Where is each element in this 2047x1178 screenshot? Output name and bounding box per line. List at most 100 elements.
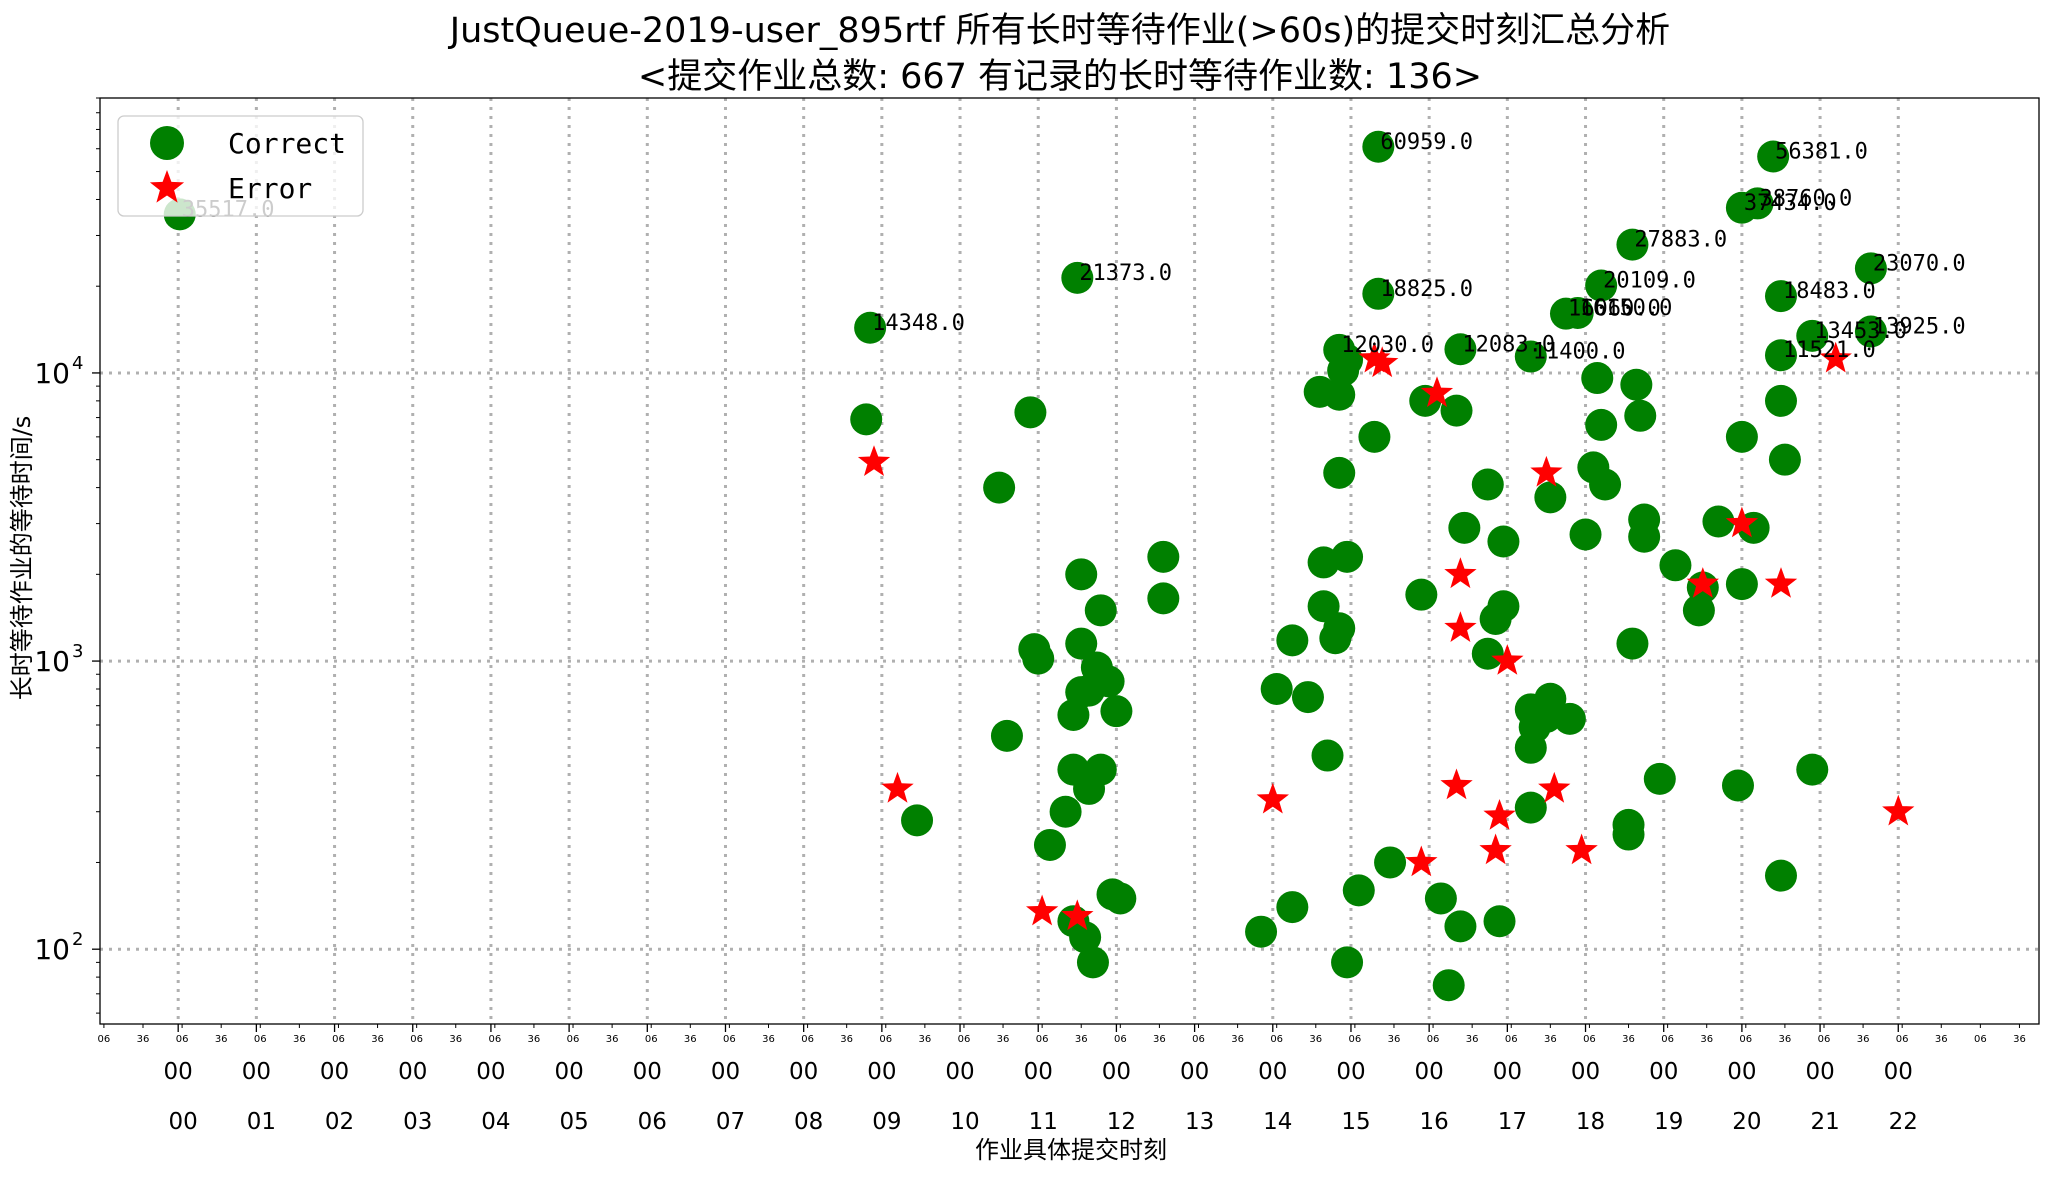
error-point xyxy=(1483,799,1516,830)
x-minor-tick-label: 36 xyxy=(606,1034,619,1045)
correct-point xyxy=(983,471,1016,504)
x-minor-tick-label: 36 xyxy=(1309,1034,1322,1045)
correct-point xyxy=(1764,859,1797,892)
error-point xyxy=(857,445,891,476)
correct-point xyxy=(1331,343,1364,376)
error-point xyxy=(1444,557,1477,589)
data-label: 16060.0 xyxy=(1568,297,1661,322)
correct-point xyxy=(1014,396,1047,429)
error-point xyxy=(1420,376,1454,407)
correct-point xyxy=(901,804,934,837)
x-tick-hour-label: 22 xyxy=(1889,1109,1918,1135)
x-tick-hour-label: 07 xyxy=(716,1109,745,1135)
correct-point xyxy=(1323,612,1356,645)
correct-point xyxy=(1276,624,1309,657)
x-tick-hour-label: 13 xyxy=(1185,1109,1214,1135)
chart-title-line2: <提交作业总数: 667 有记录的长时等待作业数: 136> xyxy=(638,57,1482,97)
correct-point xyxy=(1796,753,1829,786)
x-tick-hour-label: 12 xyxy=(1107,1109,1136,1135)
x-minor-tick-label: 36 xyxy=(1622,1034,1635,1045)
correct-point xyxy=(1100,695,1133,728)
correct-point xyxy=(1854,252,1887,285)
correct-point xyxy=(1768,443,1801,476)
correct-point xyxy=(1069,921,1102,954)
correct-point xyxy=(1643,762,1676,795)
correct-point xyxy=(1065,627,1098,660)
correct-point xyxy=(1323,378,1356,411)
y-tick-exponent: 2 xyxy=(72,929,83,950)
x-minor-tick-label: 06 xyxy=(1661,1034,1674,1045)
correct-point xyxy=(1432,969,1465,1002)
correct-point xyxy=(1092,665,1125,698)
correct-point xyxy=(1084,594,1117,627)
x-minor-tick-label: 06 xyxy=(98,1034,111,1045)
data-label: 27883.0 xyxy=(1634,228,1727,253)
data-label: 11400.0 xyxy=(1533,340,1626,365)
x-tick-minute-label: 00 xyxy=(554,1059,583,1085)
correct-point xyxy=(1589,468,1622,501)
correct-point xyxy=(1741,187,1774,220)
x-tick-minute-label: 00 xyxy=(633,1059,662,1085)
chart-title-line1: JustQueue-2019-user_895rtf 所有长时等待作业(>60s… xyxy=(448,11,1670,51)
correct-point xyxy=(1620,368,1653,401)
correct-point xyxy=(1764,339,1797,372)
x-minor-tick-label: 06 xyxy=(567,1034,580,1045)
correct-point xyxy=(1022,642,1055,675)
correct-point xyxy=(1440,394,1473,427)
x-minor-tick-label: 36 xyxy=(1779,1034,1792,1045)
correct-point xyxy=(854,311,887,344)
legend-correct-marker xyxy=(150,126,184,160)
x-tick-minute-label: 00 xyxy=(789,1059,818,1085)
error-point xyxy=(1479,833,1512,865)
x-tick-hour-label: 02 xyxy=(325,1109,354,1135)
x-minor-tick-label: 36 xyxy=(840,1034,853,1045)
x-tick-hour-label: 17 xyxy=(1498,1109,1527,1135)
x-tick-minute-label: 00 xyxy=(320,1059,349,1085)
x-tick-minute-label: 00 xyxy=(1493,1059,1522,1085)
x-minor-tick-label: 36 xyxy=(1153,1034,1166,1045)
correct-point xyxy=(1076,946,1109,979)
correct-point xyxy=(1061,261,1094,294)
x-tick-hour-label: 20 xyxy=(1732,1109,1761,1135)
data-label: 13925.0 xyxy=(1873,315,1966,340)
x-minor-tick-label: 36 xyxy=(528,1034,541,1045)
correct-point xyxy=(1534,481,1567,514)
correct-point xyxy=(1702,505,1735,538)
correct-point xyxy=(1245,915,1278,948)
x-tick-hour-label: 21 xyxy=(1810,1109,1839,1135)
x-tick-hour-label: 06 xyxy=(638,1109,667,1135)
data-label: 21373.0 xyxy=(1079,261,1172,286)
correct-point xyxy=(1291,681,1324,714)
x-minor-tick-label: 36 xyxy=(449,1034,462,1045)
error-point xyxy=(1256,782,1289,814)
x-minor-tick-label: 06 xyxy=(1270,1034,1283,1045)
error-point xyxy=(1538,771,1571,803)
correct-point xyxy=(1764,384,1797,417)
error-point xyxy=(881,771,914,803)
correct-point xyxy=(1796,319,1829,352)
x-minor-tick-label: 06 xyxy=(1349,1034,1362,1045)
correct-point xyxy=(1260,672,1293,705)
x-minor-tick-label: 36 xyxy=(1700,1034,1713,1045)
data-label: 18483.0 xyxy=(1783,279,1876,304)
data-label: 18825.0 xyxy=(1380,277,1473,302)
x-tick-minute-label: 00 xyxy=(1336,1059,1365,1085)
error-point xyxy=(1026,894,1059,926)
correct-point xyxy=(1569,518,1602,551)
legend: Correct Error xyxy=(117,115,364,217)
x-tick-minute-label: 00 xyxy=(1180,1059,1209,1085)
x-axis-ticks: 06 36 06 36 06 36 06 36 06 36 06 36 06 36 06 36 06 36 06 36… xyxy=(98,1024,2026,1135)
correct-point xyxy=(1374,846,1407,879)
x-tick-hour-label: 04 xyxy=(481,1109,510,1135)
x-minor-tick-label: 06 xyxy=(1427,1034,1440,1045)
correct-point xyxy=(1581,362,1614,395)
correct-point xyxy=(1104,882,1137,915)
correct-point xyxy=(1448,511,1481,544)
data-label: 11521.0 xyxy=(1783,338,1876,363)
error-point xyxy=(1405,845,1438,877)
data-label: 56381.0 xyxy=(1775,140,1868,165)
correct-point xyxy=(1659,549,1692,582)
error-point xyxy=(1440,768,1473,800)
correct-point xyxy=(1721,769,1754,802)
